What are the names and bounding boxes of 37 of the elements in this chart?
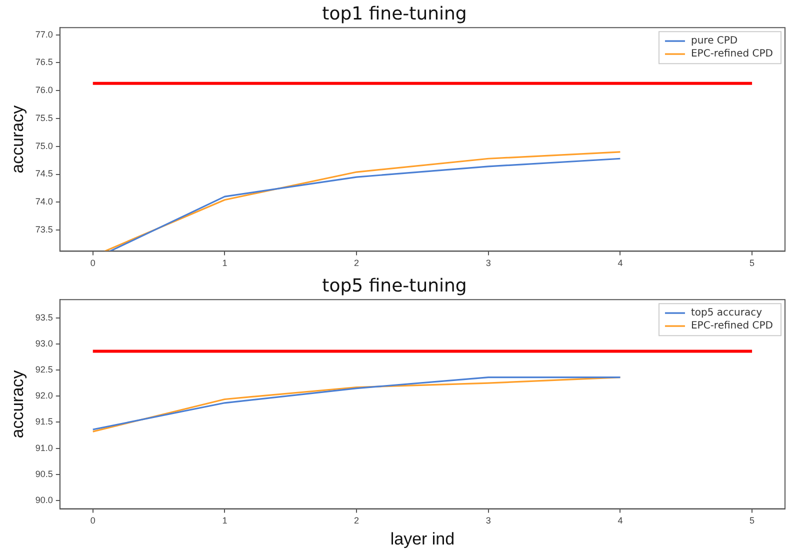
y-tick-label: 93.0 bbox=[35, 338, 53, 348]
y-tick-label: 75.0 bbox=[35, 140, 53, 151]
x-tick-label: 3 bbox=[486, 258, 491, 268]
y-tick-label: 91.5 bbox=[35, 416, 53, 427]
y-tick-label: 93.5 bbox=[35, 312, 53, 322]
x-tick-label: 4 bbox=[618, 258, 623, 268]
chart-title: top5 fine-tuning bbox=[322, 275, 467, 296]
x-tick-label: 2 bbox=[354, 516, 360, 526]
y-tick-label: 77.0 bbox=[35, 29, 53, 40]
x-tick-label: 2 bbox=[354, 258, 360, 268]
chart-title: top1 fine-tuning bbox=[322, 3, 467, 24]
y-tick-label: 90.5 bbox=[35, 468, 53, 479]
legend-label: EPC-refined CPD bbox=[690, 320, 774, 332]
x-tick-label: 3 bbox=[486, 516, 491, 526]
x-tick-label: 5 bbox=[750, 516, 755, 526]
y-axis-title: accuracy bbox=[8, 104, 27, 174]
x-tick-label: 0 bbox=[90, 258, 96, 268]
y-tick-label: 92.0 bbox=[35, 390, 53, 401]
y-tick-label: 92.5 bbox=[35, 364, 53, 375]
y-tick-label: 73.5 bbox=[35, 224, 53, 234]
y-tick-label: 74.5 bbox=[35, 168, 53, 179]
x-tick-label: 5 bbox=[750, 258, 755, 268]
y-tick-label: 75.5 bbox=[35, 112, 53, 123]
legend-label: EPC-refined CPD bbox=[690, 48, 774, 60]
x-axis-title: layer ind bbox=[390, 529, 455, 548]
x-tick-label: 1 bbox=[222, 258, 228, 268]
y-tick-label: 76.0 bbox=[35, 85, 53, 96]
y-tick-label: 91.0 bbox=[35, 442, 53, 453]
x-tick-label: 0 bbox=[90, 516, 96, 526]
x-tick-label: 1 bbox=[222, 516, 228, 526]
y-tick-label: 74.0 bbox=[35, 196, 53, 207]
legend-label: pure CPD bbox=[690, 36, 738, 47]
y-tick-label: 90.0 bbox=[35, 494, 53, 505]
y-tick-label: 76.5 bbox=[35, 57, 53, 68]
x-tick-label: 4 bbox=[618, 516, 623, 526]
y-axis-title: accuracy bbox=[8, 370, 27, 438]
legend-label: top5 accuracy bbox=[690, 308, 762, 319]
